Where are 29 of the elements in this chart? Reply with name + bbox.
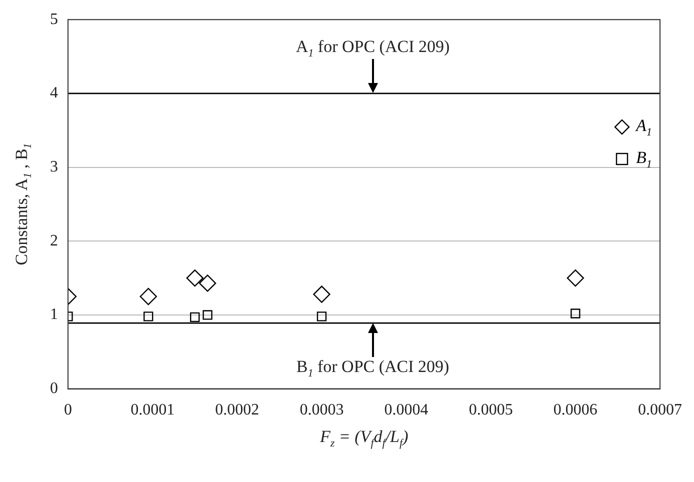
point (140, 288, 157, 306)
point (198, 274, 216, 292)
legend-label: B$_{1}$ (636, 148, 652, 170)
y-tick-label: 5 (50, 10, 58, 28)
x-tick-label: 0.0002 (215, 402, 260, 419)
x-tick-label: 0 (64, 402, 72, 419)
x-tick-label: 0.0003 (300, 402, 344, 419)
y-tick-label: 3 (50, 158, 58, 176)
point (570, 308, 580, 318)
x-tick-label: 0.0005 (468, 402, 513, 419)
text: F$_{z}$ = (V$_{f}$d$_{f}$/L$_{f}$) (320, 426, 408, 450)
point (202, 310, 212, 320)
legend-label: A$_{1}$ (636, 116, 652, 138)
y-tick-label: 1 (50, 306, 58, 324)
ref-line-label: B$_{1}$ for OPC (ACI 209) (296, 357, 450, 380)
x-tick-label: 0.0007 (638, 402, 682, 419)
point (313, 286, 330, 303)
point (566, 269, 584, 287)
y-tick-label: 2 (50, 232, 58, 250)
x-tick-label: 0.0004 (384, 402, 428, 419)
x-tick-label: 0.0006 (553, 402, 598, 419)
y-tick-label: 0 (50, 380, 58, 398)
ref-line-label: A$_{1}$ for OPC (ACI 209) (296, 37, 450, 60)
x-tick-label: 0.0001 (130, 402, 175, 419)
point (316, 312, 327, 322)
point (190, 312, 200, 322)
point (144, 312, 154, 322)
point (186, 269, 204, 287)
y-tick-label: 4 (50, 84, 58, 102)
